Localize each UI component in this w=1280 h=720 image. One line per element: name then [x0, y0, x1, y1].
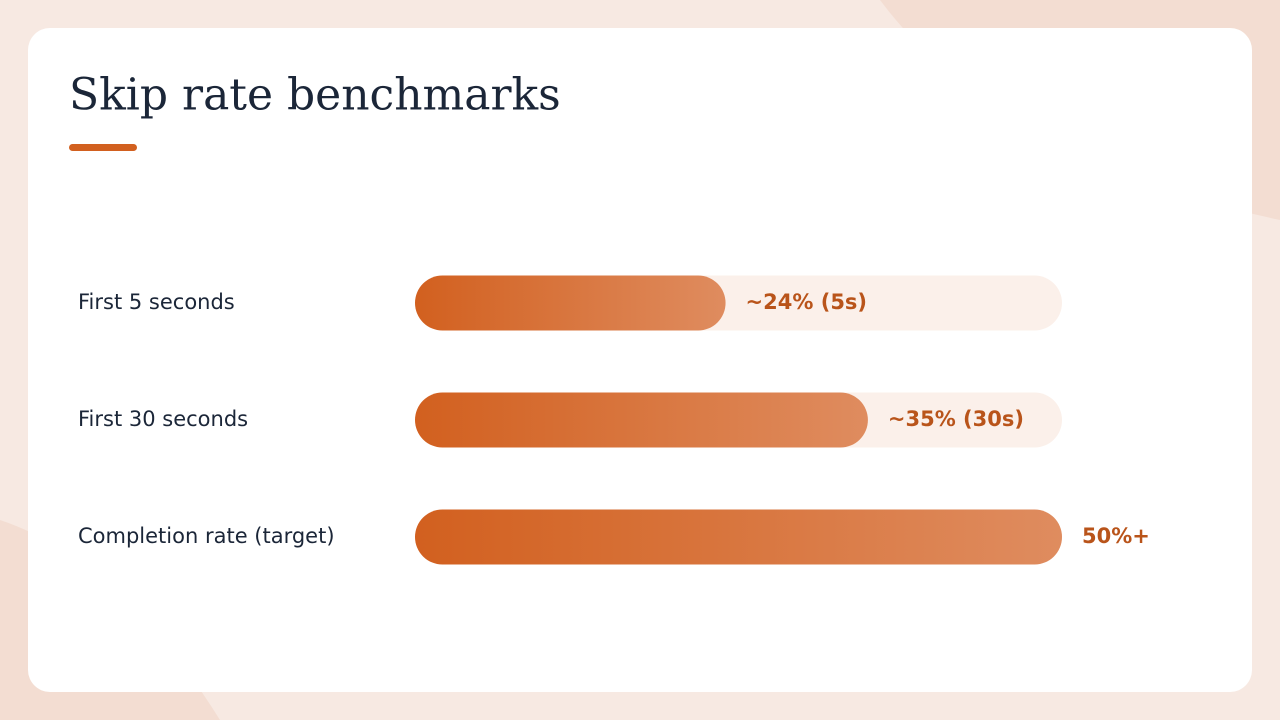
value-label: 50%+ — [1082, 524, 1150, 548]
category-label: Completion rate (target) — [78, 524, 335, 548]
bar — [415, 509, 1062, 565]
bar — [415, 392, 868, 448]
category-label: First 5 seconds — [78, 290, 235, 314]
chart-title: Skip rate benchmarks — [69, 70, 561, 121]
value-label: ~35% (30s) — [888, 407, 1024, 431]
value-label: ~24% (5s) — [746, 290, 867, 314]
title-underline — [69, 144, 137, 151]
card — [28, 28, 1252, 692]
category-label: First 30 seconds — [78, 407, 248, 431]
bar — [415, 275, 726, 331]
